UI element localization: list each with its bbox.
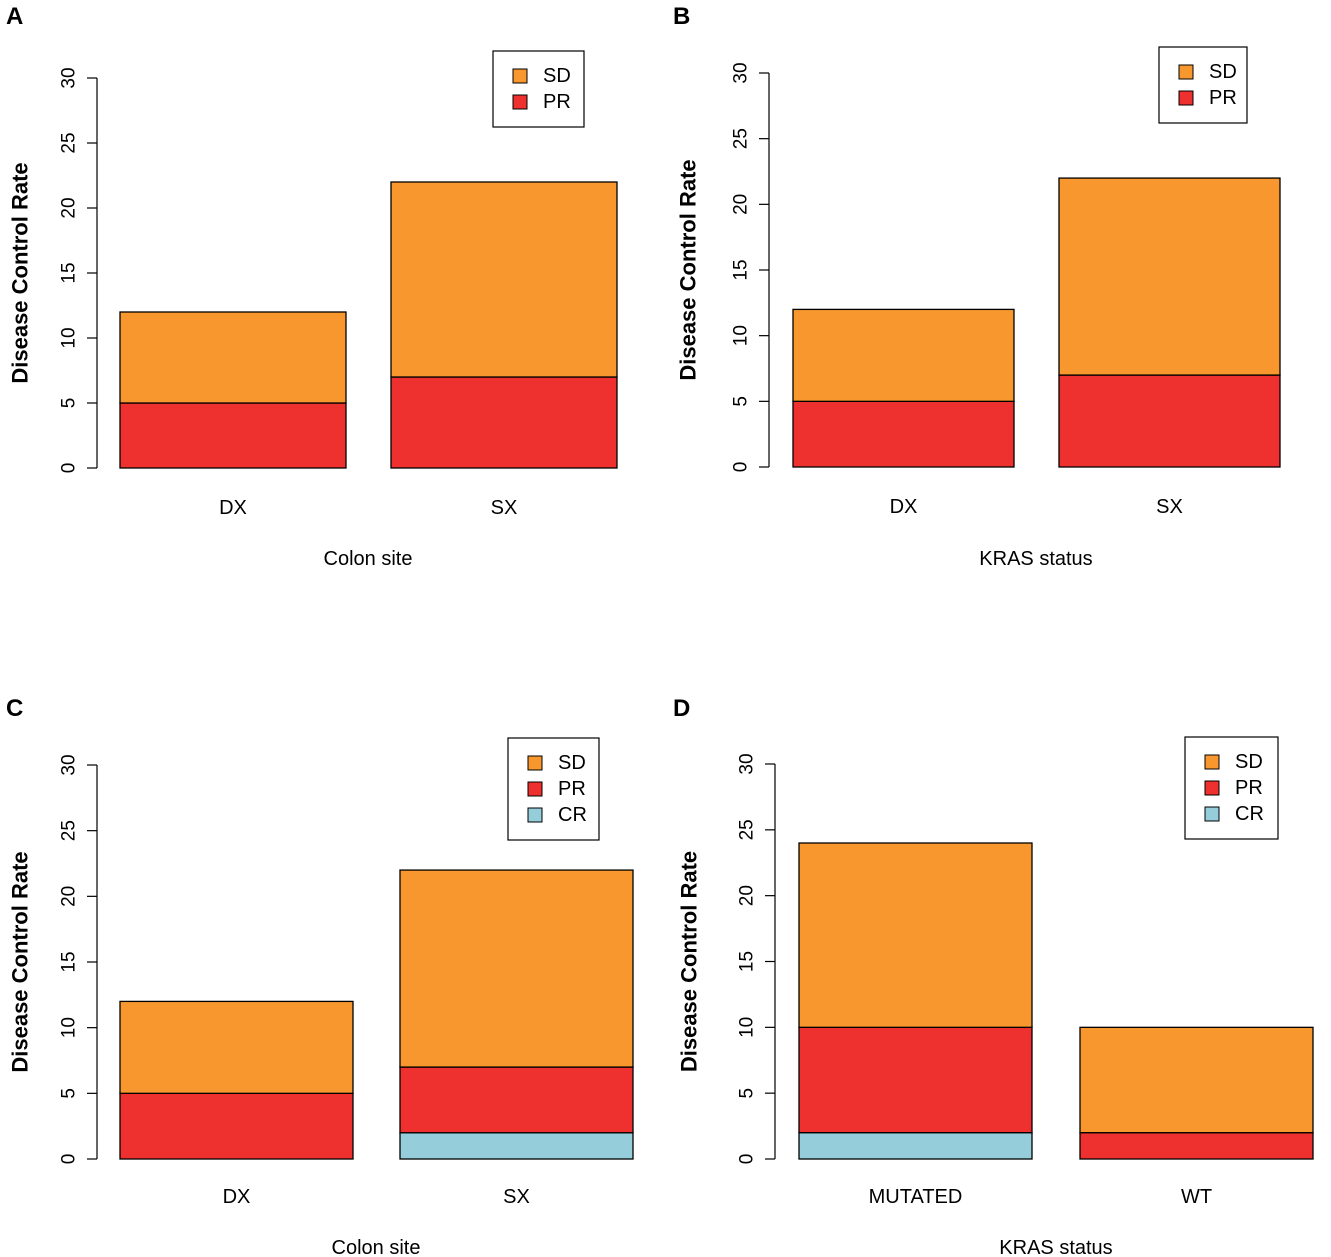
legend-label-c-pr: PR <box>558 778 586 800</box>
legend-label-a-pr: PR <box>543 91 571 113</box>
y-axis-title-a: Disease Control Rate <box>8 162 33 383</box>
bar-c-dx-sd <box>119 1000 354 1094</box>
bar-c-sx-cr <box>399 1132 634 1160</box>
x-axis-title-c: Colon site <box>332 1237 421 1257</box>
legend-swatch-a-pr <box>512 94 528 110</box>
bar-d-mutated-cr <box>798 1132 1033 1160</box>
legend-label-d-pr: PR <box>1235 777 1263 799</box>
legend-box-d <box>1184 736 1279 840</box>
y-tick-label-b-0: 0 <box>731 462 752 473</box>
category-label-b-dx: DX <box>890 496 918 518</box>
y-tick-label-a-10: 10 <box>59 327 80 348</box>
legend-box-a <box>492 50 585 128</box>
legend-d: SD PR CR <box>1184 736 1279 840</box>
y-tick-label-d-25: 25 <box>737 819 758 840</box>
y-tick-label-c-0: 0 <box>59 1154 80 1165</box>
y-tick-label-b-15: 15 <box>731 259 752 280</box>
legend-swatch-d-pr <box>1204 780 1220 796</box>
legend-label-c-cr: CR <box>558 804 587 826</box>
y-tick-label-b-5: 5 <box>731 396 752 407</box>
bar-d-wt-sd <box>1079 1026 1314 1134</box>
y-tick-label-c-10: 10 <box>59 1017 80 1038</box>
y-tick-label-b-25: 25 <box>731 128 752 149</box>
bar-c-dx-pr <box>119 1092 354 1160</box>
bar-b-sx-pr <box>1058 374 1281 468</box>
legend-swatch-d-cr <box>1204 806 1220 822</box>
category-label-b-sx: SX <box>1156 496 1183 518</box>
panel-b: B 0 5 10 15 20 25 30 Disease Control Rate DX SX KR… <box>673 3 1281 570</box>
y-tick-label-a-25: 25 <box>59 132 80 153</box>
legend-label-b-sd: SD <box>1209 61 1237 83</box>
bar-c-sx-sd <box>399 869 634 1068</box>
y-tick-label-c-15: 15 <box>59 951 80 972</box>
panel-letter-c: C <box>6 695 23 722</box>
y-tick-label-c-25: 25 <box>59 820 80 841</box>
panel-letter-d: D <box>673 695 690 722</box>
y-axis-title-c: Disease Control Rate <box>8 851 33 1072</box>
category-label-a-dx: DX <box>219 497 247 519</box>
y-tick-label-a-20: 20 <box>59 197 80 218</box>
y-tick-label-d-30: 30 <box>737 753 758 774</box>
legend-swatch-b-pr <box>1178 90 1194 106</box>
category-label-d-mutated: MUTATED <box>869 1186 963 1208</box>
bar-a-dx-pr <box>119 402 347 469</box>
y-tick-label-d-10: 10 <box>737 1017 758 1038</box>
category-label-c-dx: DX <box>223 1186 251 1208</box>
panel-c: C 0 5 10 15 20 25 30 Disease Control Rate DX SX Co… <box>6 695 634 1257</box>
y-tick-label-c-5: 5 <box>59 1088 80 1099</box>
y-tick-label-b-10: 10 <box>731 325 752 346</box>
legend-swatch-c-sd <box>527 755 543 771</box>
panel-d: D 0 5 10 15 20 25 30 Disease Control Rate MUTATE… <box>673 695 1314 1257</box>
legend-a: SD PR <box>492 50 585 128</box>
y-tick-label-d-0: 0 <box>737 1154 758 1165</box>
bar-b-sx-sd <box>1058 177 1281 376</box>
y-tick-label-a-5: 5 <box>59 398 80 409</box>
panel-letter-b: B <box>673 3 690 30</box>
panel-letter-a: A <box>6 3 23 30</box>
category-label-a-sx: SX <box>491 497 518 519</box>
bar-b-dx-sd <box>792 308 1015 402</box>
y-tick-label-d-20: 20 <box>737 885 758 906</box>
bar-d-mutated-sd <box>798 842 1033 1028</box>
y-tick-label-d-5: 5 <box>737 1088 758 1099</box>
legend-swatch-c-pr <box>527 781 543 797</box>
y-axis-title-d: Disease Control Rate <box>677 851 702 1072</box>
bar-a-sx-sd <box>390 181 618 378</box>
legend-label-b-pr: PR <box>1209 87 1237 109</box>
bar-d-wt-pr <box>1079 1132 1314 1160</box>
legend-swatch-b-sd <box>1178 64 1194 80</box>
y-tick-label-b-30: 30 <box>731 62 752 83</box>
x-axis-title-d: KRAS status <box>999 1237 1112 1257</box>
legend-c: SD PR CR <box>507 737 600 841</box>
panel-a: A 0 5 10 15 20 25 30 Disease Control Rate DX SX Co… <box>6 3 618 570</box>
y-tick-label-a-15: 15 <box>59 262 80 283</box>
bar-c-sx-pr <box>399 1066 634 1134</box>
y-tick-label-b-20: 20 <box>731 194 752 215</box>
bar-a-dx-sd <box>119 311 347 404</box>
legend-b: SD PR <box>1158 46 1248 124</box>
bar-a-sx-pr <box>390 376 618 469</box>
legend-label-c-sd: SD <box>558 752 586 774</box>
bar-b-dx-pr <box>792 400 1015 468</box>
y-tick-label-d-15: 15 <box>737 951 758 972</box>
legend-swatch-d-sd <box>1204 754 1220 770</box>
y-axis-title-b: Disease Control Rate <box>676 159 701 380</box>
y-tick-label-a-0: 0 <box>59 463 80 474</box>
x-axis-title-b: KRAS status <box>979 548 1092 570</box>
category-label-c-sx: SX <box>503 1186 530 1208</box>
legend-label-d-sd: SD <box>1235 751 1263 773</box>
legend-swatch-a-sd <box>512 68 528 84</box>
category-label-d-wt: WT <box>1181 1186 1212 1208</box>
x-axis-title-a: Colon site <box>324 548 413 570</box>
y-tick-label-c-20: 20 <box>59 886 80 907</box>
legend-label-a-sd: SD <box>543 65 571 87</box>
y-tick-label-c-30: 30 <box>59 754 80 775</box>
legend-swatch-c-cr <box>527 807 543 823</box>
legend-label-d-cr: CR <box>1235 803 1264 825</box>
legend-box-b <box>1158 46 1248 124</box>
legend-box-c <box>507 737 600 841</box>
y-tick-label-a-30: 30 <box>59 67 80 88</box>
bar-d-mutated-pr <box>798 1026 1033 1134</box>
